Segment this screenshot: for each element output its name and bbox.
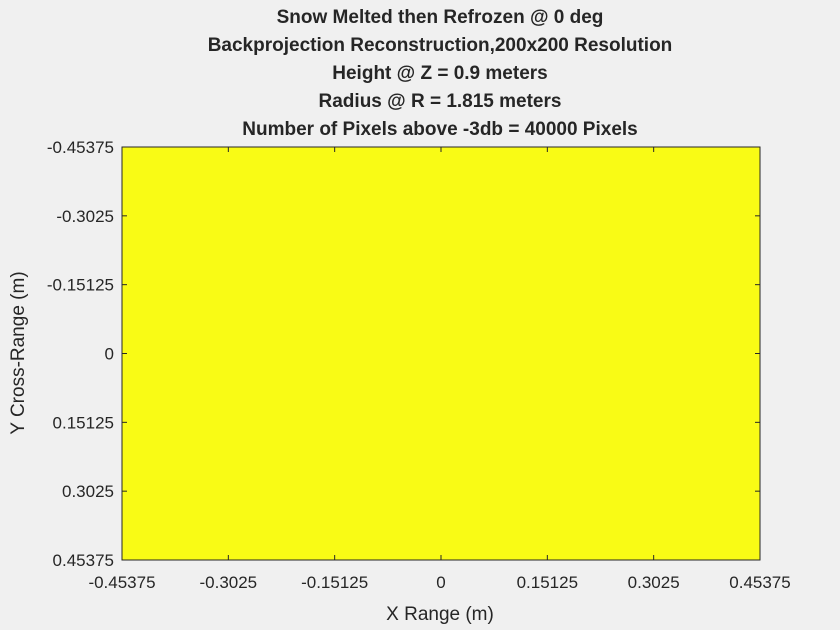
heatmap-image <box>122 147 760 560</box>
title-line-2: Backprojection Reconstruction,200x200 Re… <box>207 35 673 56</box>
y-tick-label: 0.45375 <box>53 551 114 570</box>
x-tick-label: 0 <box>436 573 445 592</box>
y-axis-label: Y Cross-Range (m) <box>8 271 29 434</box>
x-axis-label: X Range (m) <box>386 604 494 625</box>
title-line-1: Snow Melted then Refrozen @ 0 deg <box>276 7 604 28</box>
x-tick-label: -0.15125 <box>301 573 368 592</box>
x-tick-label: -0.3025 <box>199 573 257 592</box>
y-tick-label: -0.45375 <box>47 138 114 157</box>
y-axis-ticks: -0.45375 -0.3025 -0.15125 0 0.15125 0.3025 0.4… <box>47 138 760 570</box>
plot-area <box>121 146 761 561</box>
title-line-3: Height @ Z = 0.9 meters <box>332 63 548 84</box>
y-tick-label: -0.3025 <box>56 207 114 226</box>
title-line-5: Number of Pixels above -3db = 40000 Pixe… <box>242 119 638 140</box>
y-tick-label: -0.15125 <box>47 276 114 295</box>
x-axis-ticks: -0.45375 -0.3025 -0.15125 0 0.15125 0.3025 0.4… <box>88 147 791 592</box>
title-line-4: Radius @ R = 1.815 meters <box>318 91 562 112</box>
x-tick-label: 0.15125 <box>517 573 578 592</box>
x-tick-label: 0.3025 <box>628 573 680 592</box>
x-tick-label: -0.45375 <box>88 573 155 592</box>
y-tick-label: 0.3025 <box>62 482 114 501</box>
chart-title: Snow Melted then Refrozen @ 0 deg Backpr… <box>0 4 840 144</box>
y-tick-label: 0.15125 <box>53 413 114 432</box>
y-tick-label: 0 <box>105 345 114 364</box>
x-tick-label: 0.45375 <box>729 573 790 592</box>
